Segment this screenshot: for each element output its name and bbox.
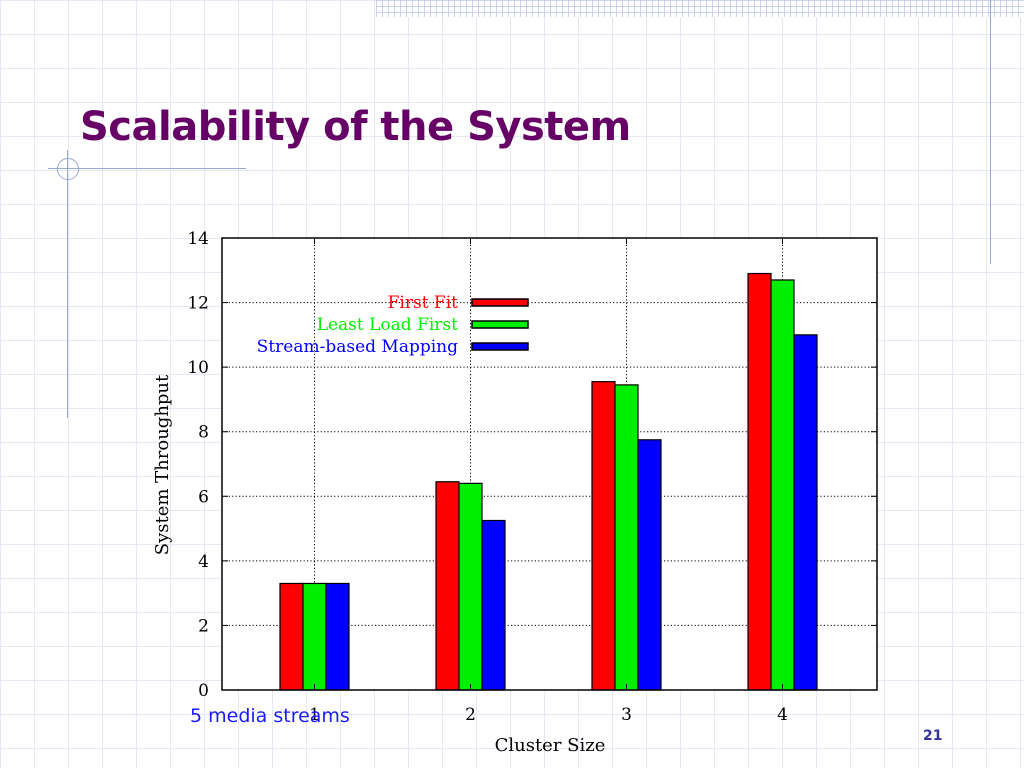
decor-vertical-line-right — [990, 0, 991, 264]
plot-border — [221, 237, 878, 691]
footnote: 5 media streams — [190, 705, 350, 727]
y-tick-label: 2 — [198, 616, 209, 636]
x-tick-label: 2 — [465, 705, 476, 725]
x-tick-label: 4 — [777, 705, 788, 725]
bar — [591, 381, 616, 691]
legend-swatch — [471, 320, 529, 329]
page-number: 21 — [923, 728, 943, 744]
x-axis-label: Cluster Size — [495, 735, 606, 756]
x-tick-label: 1 — [309, 705, 320, 725]
legend-swatch — [471, 342, 529, 351]
y-tick-label: 0 — [198, 681, 209, 701]
header-pattern-band — [376, 0, 1024, 17]
decor-vertical-line-left — [67, 150, 68, 418]
x-tick-label: 3 — [621, 705, 632, 725]
bar — [325, 582, 350, 691]
bar — [637, 439, 662, 691]
bar — [614, 384, 639, 691]
bar — [302, 582, 327, 691]
y-axis-label: System Throughput — [152, 374, 173, 555]
y-tick-label: 8 — [198, 423, 209, 443]
bar — [279, 582, 304, 691]
legend-label: First Fit — [388, 293, 459, 313]
bar — [435, 481, 460, 691]
legend-label: Stream-based Mapping — [257, 337, 458, 357]
bar — [770, 279, 795, 691]
y-tick-label: 4 — [198, 552, 209, 572]
y-tick-label: 12 — [187, 294, 209, 314]
bar — [793, 334, 818, 691]
y-tick-label: 14 — [187, 229, 209, 249]
decor-circle — [57, 158, 79, 180]
bar — [481, 519, 506, 691]
legend-label: Least Load First — [317, 315, 458, 335]
legend-swatch — [471, 298, 529, 307]
bar — [747, 272, 772, 691]
decor-horizontal-line — [48, 168, 246, 169]
bar — [458, 482, 483, 691]
slide-title: Scalability of the System — [80, 104, 631, 150]
y-tick-label: 10 — [187, 358, 209, 378]
y-tick-label: 6 — [198, 487, 209, 507]
